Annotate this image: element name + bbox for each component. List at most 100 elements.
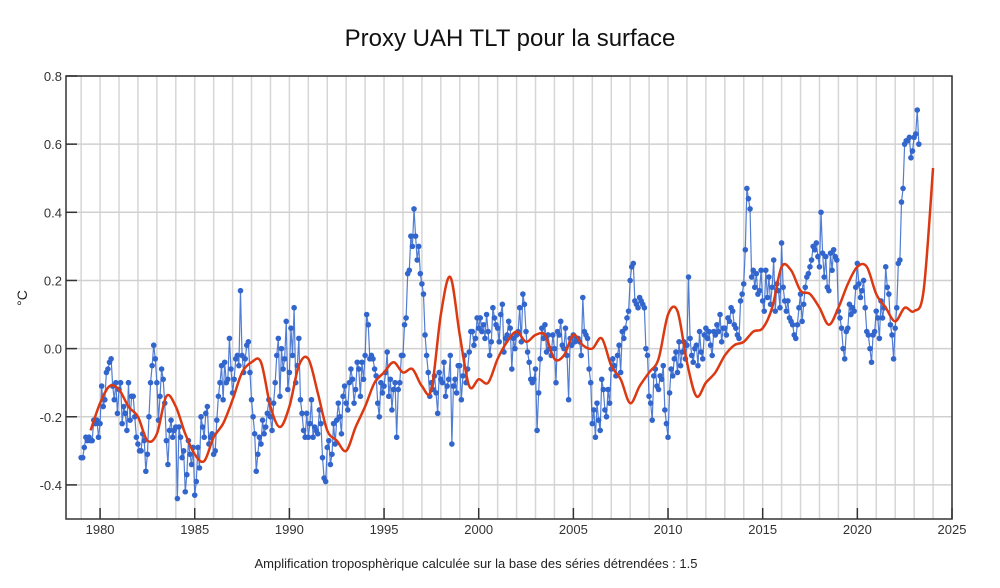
monthly-point xyxy=(627,277,633,284)
monthly-point xyxy=(805,270,812,277)
monthly-point xyxy=(761,308,768,314)
monthly-point xyxy=(135,441,141,447)
monthly-point xyxy=(834,257,840,263)
monthly-point xyxy=(187,451,193,458)
monthly-point xyxy=(674,369,681,376)
monthly-point xyxy=(433,390,439,396)
monthly-point xyxy=(486,352,493,359)
monthly-point xyxy=(259,417,266,423)
monthly-point xyxy=(157,393,163,400)
monthly-point xyxy=(269,427,275,434)
monthly-point xyxy=(873,308,880,314)
monthly-point xyxy=(188,461,195,468)
monthly-point xyxy=(225,376,231,383)
monthly-point xyxy=(289,352,296,359)
monthly-point xyxy=(887,321,894,328)
monthly-point xyxy=(606,400,613,406)
monthly-point xyxy=(452,376,458,383)
monthly-point xyxy=(851,308,857,314)
monthly-point xyxy=(718,339,725,345)
monthly-point xyxy=(737,298,744,304)
monthly-point xyxy=(114,410,121,417)
monthly-point xyxy=(177,434,184,441)
monthly-point xyxy=(668,366,674,372)
monthly-point xyxy=(412,233,419,239)
monthly-point xyxy=(587,379,594,386)
monthly-point xyxy=(643,345,649,352)
monthly-point xyxy=(516,304,523,311)
monthly-point xyxy=(857,294,864,301)
monthly-point xyxy=(622,325,629,331)
monthly-point xyxy=(351,400,357,406)
monthly-point xyxy=(143,468,149,475)
monthly-point xyxy=(488,339,495,345)
x-tick-label: 2010 xyxy=(654,522,683,537)
monthly-point xyxy=(272,379,278,386)
monthly-point xyxy=(231,376,237,383)
monthly-point xyxy=(98,383,105,389)
monthly-point xyxy=(616,342,622,349)
monthly-point xyxy=(565,396,572,403)
monthly-point xyxy=(245,339,252,345)
monthly-point xyxy=(875,315,881,321)
monthly-point xyxy=(250,413,256,420)
monthly-point xyxy=(815,253,821,260)
monthly-point xyxy=(415,243,422,250)
monthly-point xyxy=(419,281,425,287)
monthly-point xyxy=(288,325,294,331)
monthly-point xyxy=(117,379,124,386)
monthly-point xyxy=(472,335,479,342)
monthly-point xyxy=(248,396,255,403)
monthly-point xyxy=(600,386,607,393)
monthly-point xyxy=(357,393,364,400)
monthly-point xyxy=(794,321,801,328)
monthly-point xyxy=(332,441,338,447)
monthly-point xyxy=(390,386,397,393)
monthly-point xyxy=(111,396,118,403)
monthly-point xyxy=(916,141,922,147)
monthly-point xyxy=(709,352,715,359)
monthly-point xyxy=(411,206,417,212)
x-tick-label: 2020 xyxy=(843,522,872,537)
monthly-point xyxy=(813,240,820,246)
monthly-point xyxy=(401,321,408,328)
monthly-point xyxy=(434,410,441,417)
monthly-point xyxy=(714,321,720,328)
monthly-point xyxy=(783,308,790,314)
monthly-point xyxy=(505,318,512,325)
monthly-point xyxy=(799,318,805,325)
monthly-point xyxy=(785,298,791,304)
monthly-point xyxy=(829,267,835,274)
monthly-point xyxy=(687,335,693,342)
monthly-point xyxy=(163,437,170,444)
monthly-point xyxy=(449,441,455,447)
monthly-point xyxy=(314,431,321,437)
monthly-point xyxy=(253,468,260,475)
monthly-point xyxy=(509,366,515,372)
monthly-point xyxy=(340,393,346,400)
monthly-point xyxy=(158,366,165,372)
monthly-point xyxy=(444,383,450,389)
monthly-point xyxy=(174,495,181,502)
monthly-point xyxy=(326,437,332,444)
monthly-point xyxy=(182,488,189,495)
monthly-point xyxy=(651,373,657,379)
monthly-point xyxy=(676,339,682,345)
monthly-point xyxy=(138,448,144,454)
monthly-point xyxy=(403,315,409,321)
monthly-point xyxy=(748,274,755,280)
monthly-point xyxy=(494,325,501,331)
monthly-point xyxy=(277,393,283,400)
monthly-point xyxy=(144,451,151,458)
monthly-point xyxy=(196,465,203,471)
monthly-point xyxy=(456,362,463,369)
monthly-point xyxy=(406,267,413,274)
monthly-point xyxy=(422,332,428,338)
monthly-point xyxy=(318,420,324,427)
monthly-point xyxy=(602,407,608,413)
monthly-point xyxy=(191,492,198,498)
monthly-point xyxy=(179,454,185,461)
monthly-point xyxy=(537,356,544,362)
monthly-point xyxy=(673,349,679,355)
monthly-point xyxy=(841,356,848,362)
